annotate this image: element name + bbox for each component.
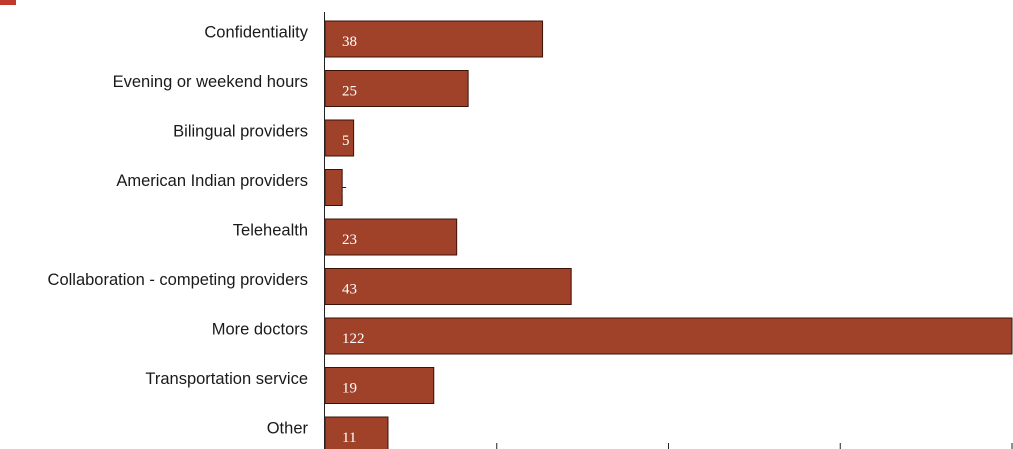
category-label: Telehealth bbox=[233, 221, 308, 239]
category-labels: Confidentiality Evening or weekend hours B… bbox=[48, 23, 309, 437]
value-label: 122 bbox=[342, 331, 365, 347]
category-label: More doctors bbox=[212, 320, 308, 338]
value-label: 43 bbox=[342, 282, 357, 298]
bar-transportation-service bbox=[324, 367, 435, 404]
value-label: 5 bbox=[342, 133, 350, 149]
x-axis-ticks bbox=[496, 443, 1013, 449]
value-label: 38 bbox=[342, 34, 357, 50]
category-label: Other bbox=[267, 419, 309, 437]
bar-confidentiality bbox=[324, 20, 544, 58]
category-label: Evening or weekend hours bbox=[113, 73, 308, 91]
bar-evening-or-weekend-hours bbox=[324, 70, 469, 107]
value-label: 3 bbox=[342, 183, 350, 199]
bars-layer bbox=[324, 20, 1013, 449]
bar-american-indian-providers bbox=[324, 169, 343, 206]
value-label: 25 bbox=[342, 84, 357, 100]
category-label: Confidentiality bbox=[204, 23, 308, 41]
bar-more-doctors bbox=[324, 317, 1013, 355]
value-label: 19 bbox=[342, 381, 357, 397]
bar-other bbox=[324, 416, 389, 449]
value-label: 23 bbox=[342, 232, 357, 248]
category-label: Bilingual providers bbox=[173, 122, 308, 140]
bar-collaboration-competing-providers bbox=[324, 268, 572, 305]
category-label: Transportation service bbox=[145, 370, 308, 388]
bar-telehealth bbox=[324, 218, 458, 256]
category-label: American Indian providers bbox=[116, 172, 308, 190]
category-label: Collaboration - competing providers bbox=[48, 271, 308, 289]
bar-bilingual-providers bbox=[324, 119, 355, 157]
cropped-title-fragment bbox=[0, 0, 16, 5]
value-label: 11 bbox=[342, 430, 356, 446]
value-labels: 38 25 5 3 23 43 122 19 11 bbox=[342, 34, 365, 446]
